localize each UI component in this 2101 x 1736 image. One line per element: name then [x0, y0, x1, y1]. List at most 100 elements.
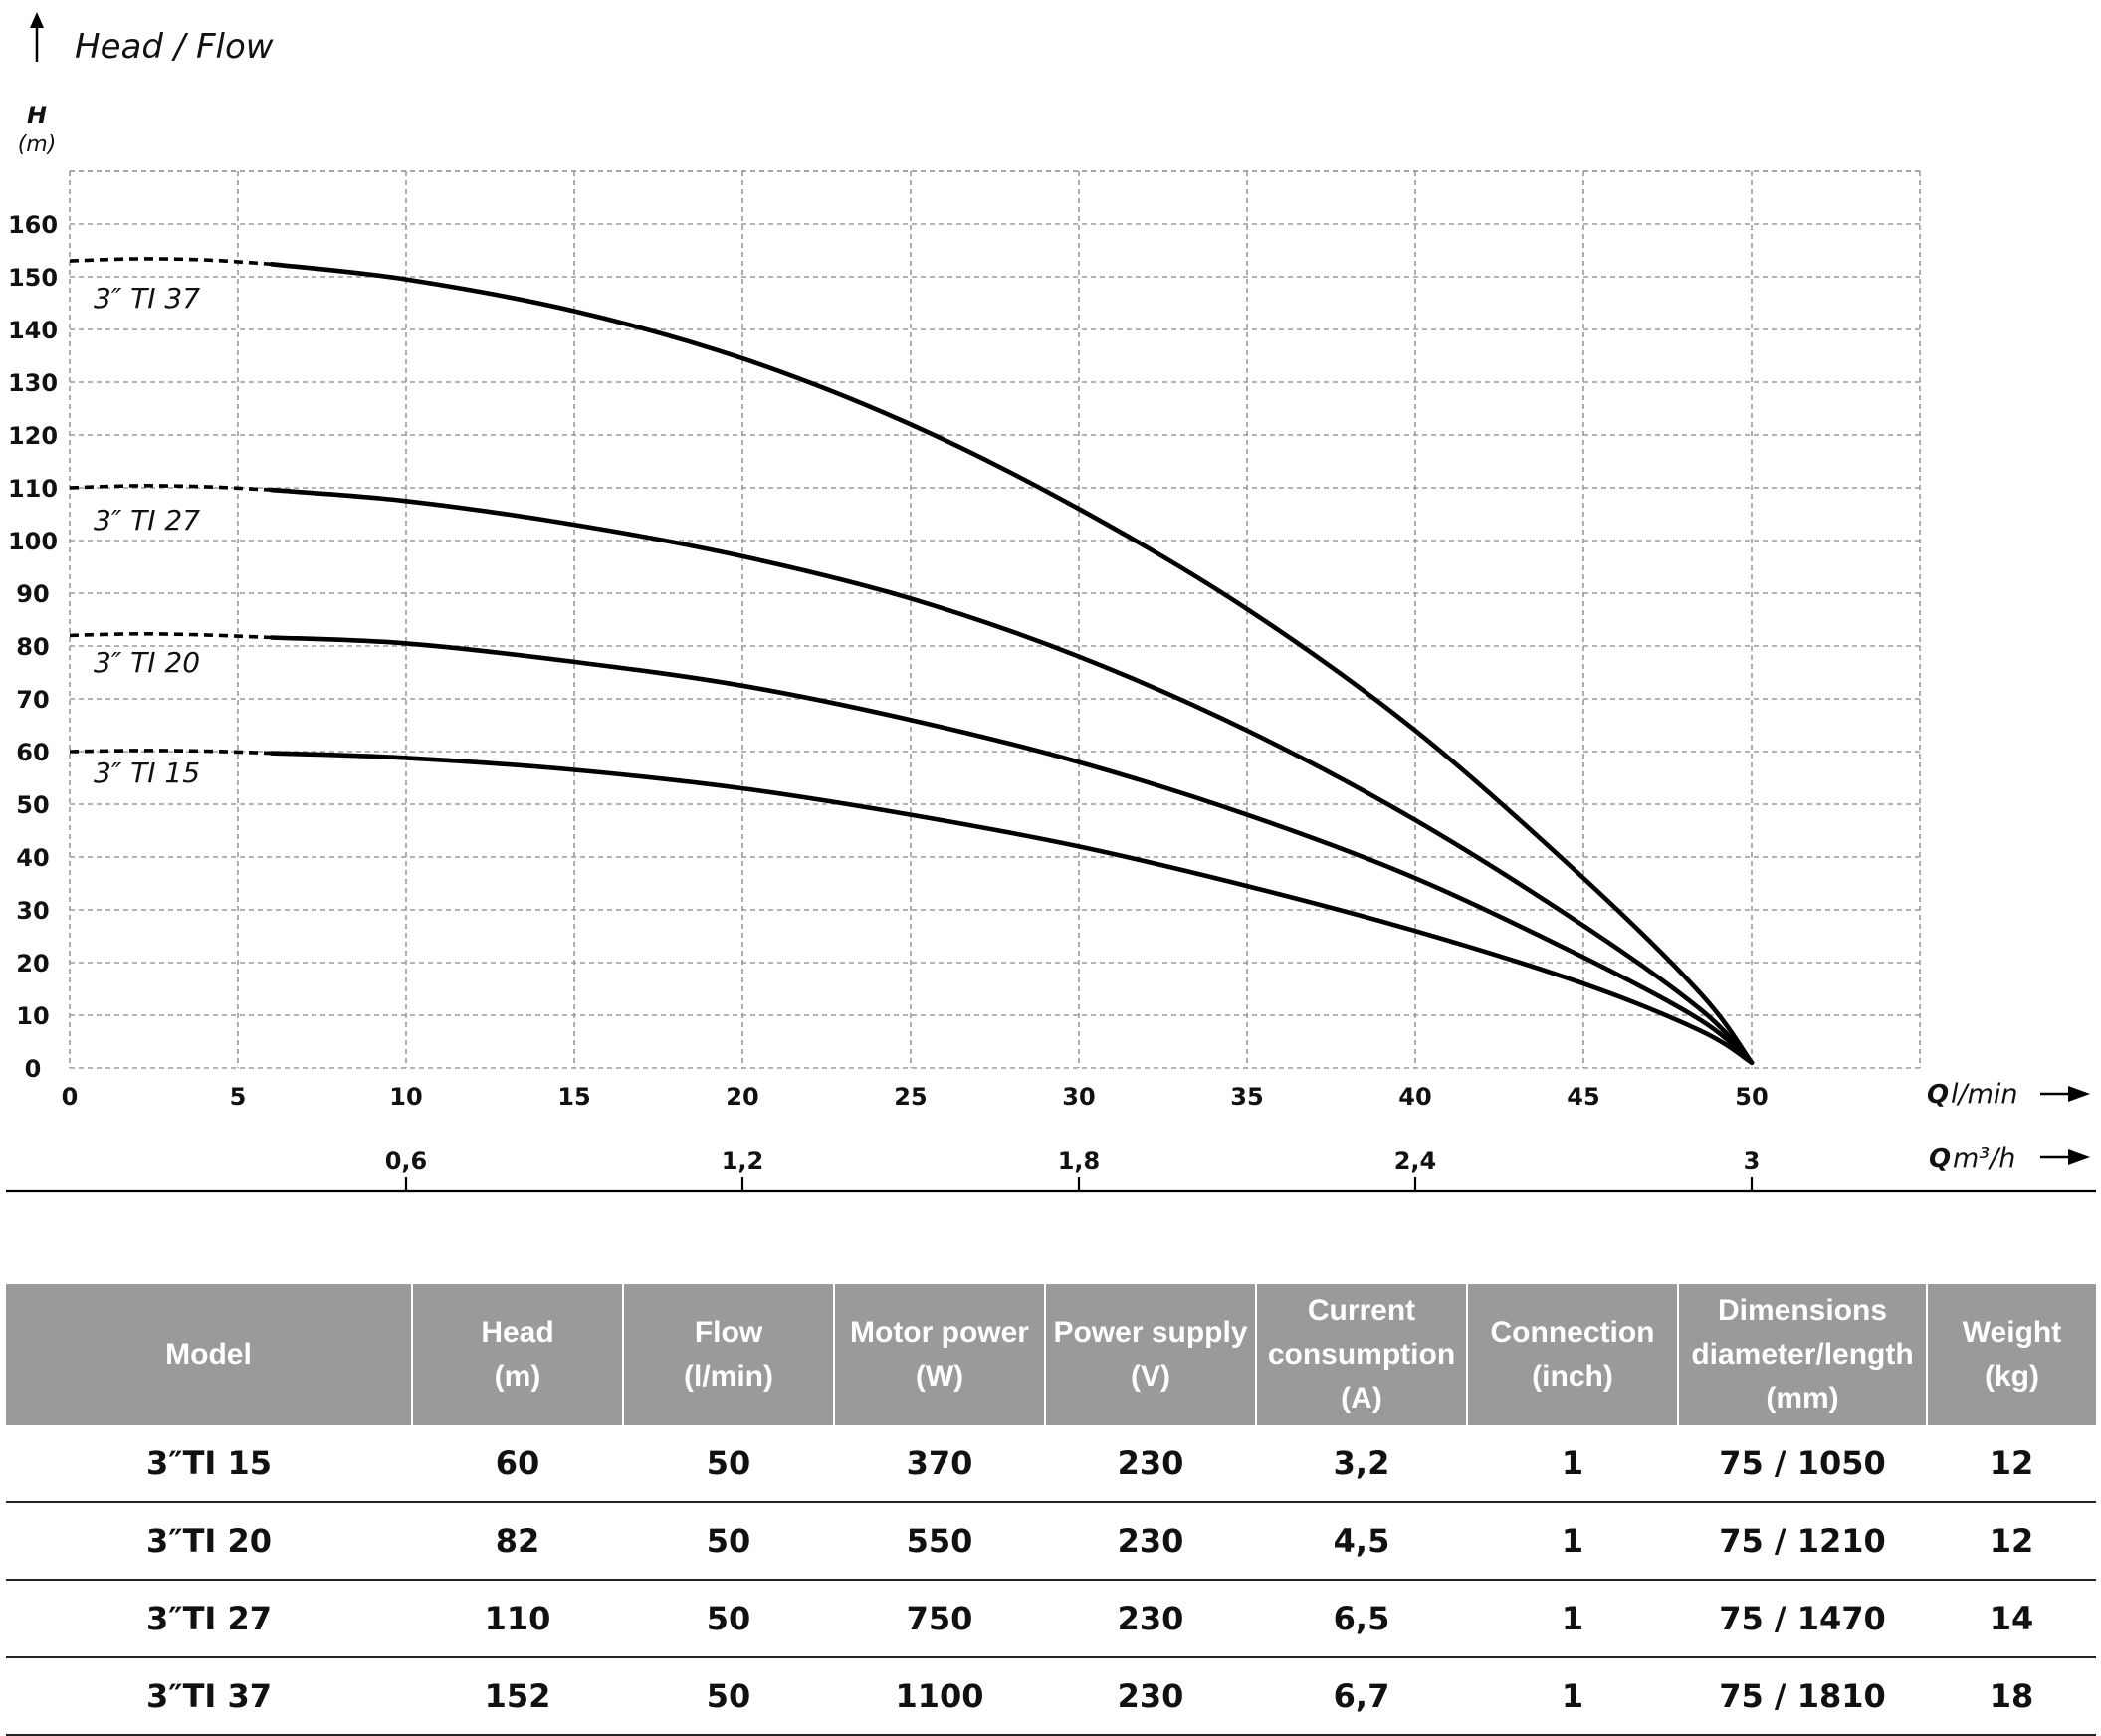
- y-tick-label: 150: [8, 264, 58, 292]
- table-header-text: Flow: [694, 1316, 763, 1349]
- x-tick-label: 50: [1735, 1083, 1768, 1111]
- table-cell: 230: [1045, 1580, 1256, 1658]
- table-cell: 50: [623, 1657, 834, 1736]
- y-tick-label: 100: [8, 528, 58, 555]
- table-header-text: Head: [481, 1316, 554, 1349]
- y-tick-label: 120: [8, 422, 58, 450]
- chart-title-group: Head / Flow: [30, 12, 274, 67]
- x-tick-label: 30: [1062, 1083, 1095, 1111]
- x-tick-label: 35: [1230, 1083, 1263, 1111]
- table-cell: 12: [1927, 1502, 2096, 1581]
- series-label: 3″ TI 20: [94, 646, 200, 679]
- series-curve: [269, 751, 1755, 1065]
- x2-axis-label: Q: [1929, 1144, 1951, 1174]
- x2-axis-label-group: Q m³/h: [1929, 1143, 2090, 1174]
- y-axis-unit: (m): [18, 132, 57, 157]
- x2-tick-label: 1,2: [722, 1147, 764, 1175]
- x-tick-labels: 0 5 10 15 20 25 30 35 40 45 50: [62, 1083, 1769, 1111]
- table-row: 3″TI 27 110 50 750 230 6,5 1 75 / 1470 14: [6, 1580, 2096, 1658]
- table-header-text: consumption: [1267, 1338, 1456, 1371]
- table-header-cell: Flow (l/min): [622, 1284, 834, 1425]
- y-tick-label: 40: [16, 844, 49, 872]
- series-curve-dashed: [69, 749, 272, 756]
- table-cell: 1: [1467, 1425, 1678, 1503]
- table-header-text: Dimensions: [1717, 1294, 1888, 1327]
- table-header-text: diameter/length: [1691, 1338, 1914, 1371]
- table-cell: 110: [412, 1580, 623, 1658]
- y-tick-label: 80: [16, 633, 49, 661]
- y-tick-label: 160: [8, 211, 58, 239]
- table-cell: 50: [623, 1502, 834, 1581]
- table-cell: 230: [1045, 1657, 1256, 1736]
- series-curve-dashed: [69, 631, 272, 640]
- x-axis-label-group: Q l/min: [1927, 1079, 2090, 1110]
- table-cell: 3″TI 15: [6, 1425, 412, 1503]
- x-tick-label: 40: [1398, 1083, 1431, 1111]
- y-tick-label: 30: [16, 897, 49, 925]
- table-header-cell: Weight (kg): [1926, 1284, 2096, 1425]
- x-axis-label: Q: [1927, 1080, 1949, 1110]
- x-tick-label: 5: [230, 1083, 247, 1111]
- series-label: 3″ TI 15: [94, 757, 200, 789]
- table-cell: 18: [1927, 1657, 2096, 1736]
- table-header-text: (m): [494, 1360, 541, 1393]
- table-header-text: Connection: [1490, 1316, 1655, 1349]
- table-header-cell: Power supply (V): [1044, 1284, 1256, 1425]
- chart-title: Head / Flow: [75, 27, 274, 67]
- x-axis-arrow: [2068, 1086, 2090, 1102]
- series-curve-dashed: [69, 484, 272, 492]
- table-cell: 4,5: [1256, 1502, 1467, 1581]
- table-cell: 75 / 1470: [1678, 1580, 1927, 1658]
- y-tick-label: 60: [16, 739, 49, 766]
- table-header-cell: Connection (inch): [1466, 1284, 1678, 1425]
- x-tick-label: 20: [726, 1083, 758, 1111]
- table-cell: 230: [1045, 1425, 1256, 1503]
- table-cell: 75 / 1050: [1678, 1425, 1927, 1503]
- y-tick-label: 20: [16, 950, 49, 977]
- x-tick-label: 25: [894, 1083, 927, 1111]
- table-cell: 12: [1927, 1425, 2096, 1503]
- x2-tick-label: 2,4: [1394, 1147, 1437, 1175]
- table-cell: 82: [412, 1502, 623, 1581]
- spec-table: Model Head (m) Flow (l/min) Motor power (W) Pow…: [6, 1284, 2096, 1736]
- table-cell: 60: [412, 1425, 623, 1503]
- table-cell: 75 / 1810: [1678, 1657, 1927, 1736]
- table-header-text: Model: [165, 1338, 252, 1371]
- table-cell: 3,2: [1256, 1425, 1467, 1503]
- table-cell: 550: [834, 1502, 1045, 1581]
- table-header-text: (l/min): [684, 1360, 773, 1393]
- y-tick-label: 70: [16, 686, 49, 714]
- table-header-cell: Head (m): [411, 1284, 623, 1425]
- x2-tick-label: 3: [1744, 1147, 1761, 1175]
- table-cell: 750: [834, 1580, 1045, 1658]
- table-header-text: (V): [1131, 1360, 1170, 1393]
- table-header-text: (A): [1341, 1382, 1382, 1414]
- table-cell: 75 / 1210: [1678, 1502, 1927, 1581]
- x2-axis-arrow: [2068, 1149, 2090, 1165]
- series-curve: [269, 262, 1755, 1065]
- table-header-text: (inch): [1532, 1360, 1613, 1393]
- table-cell: 3″TI 37: [6, 1657, 412, 1736]
- y-tick-labels: 0 10 20 30 40 50 60 70 80 90 100 110 120 130 140 150 160: [8, 211, 58, 1083]
- table-header-cell: Model: [6, 1284, 412, 1425]
- y-tick-label: 90: [16, 580, 49, 608]
- y-tick-label: 50: [16, 791, 49, 819]
- y-axis-label: H: [27, 102, 47, 129]
- table-cell: 6,5: [1256, 1580, 1467, 1658]
- table-cell: 14: [1927, 1580, 2096, 1658]
- table-body: 3″TI 15 60 50 370 230 3,2 1 75 / 1050 12 3″TI 20 8…: [6, 1425, 2096, 1736]
- series-curve-dashed: [69, 257, 272, 267]
- series-label: 3″ TI 27: [94, 504, 200, 537]
- head-flow-chart: Head / Flow H (m) 0102030405060708090100…: [6, 12, 2096, 1193]
- table-cell: 50: [623, 1425, 834, 1503]
- x2-axis-unit: m³/h: [1953, 1143, 2015, 1174]
- table-header-text: Motor power: [850, 1316, 1029, 1349]
- y-tick-label: 0: [25, 1055, 42, 1083]
- table-header-text: Weight: [1962, 1316, 2062, 1349]
- series: 3″ TI 37 3″ TI 27 3″ TI 20 3″ TI 15: [69, 257, 1755, 1065]
- x-tick-label: 15: [557, 1083, 590, 1111]
- series-label: 3″ TI 37: [94, 282, 200, 315]
- x-axis-unit: l/min: [1951, 1079, 2018, 1110]
- y-tick-label: 130: [8, 369, 58, 397]
- table-header-text: (mm): [1766, 1382, 1839, 1414]
